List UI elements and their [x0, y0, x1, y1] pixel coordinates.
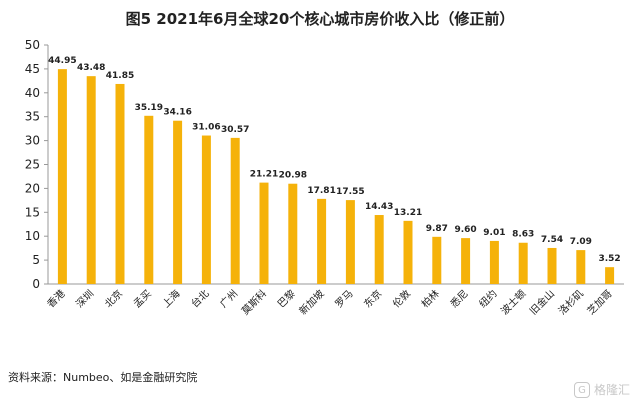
x-tick-label: 广州 — [218, 288, 241, 311]
data-label: 17.81 — [307, 186, 335, 196]
x-tick-label: 波士顿 — [498, 287, 528, 317]
data-label: 44.95 — [48, 56, 76, 66]
bar — [259, 182, 269, 284]
data-label: 8.63 — [512, 230, 534, 240]
bar — [547, 247, 557, 284]
x-tick-label: 罗马 — [333, 288, 356, 311]
data-label: 35.19 — [135, 103, 163, 113]
bar — [461, 238, 471, 284]
data-label: 41.85 — [106, 71, 134, 81]
y-tick-label: 15 — [25, 205, 40, 219]
data-label: 7.54 — [541, 235, 563, 245]
x-tick-label: 洛杉矶 — [556, 287, 586, 317]
data-label: 31.06 — [192, 123, 220, 133]
y-tick-label: 5 — [32, 253, 40, 267]
bar-chart: 0 5 10 15 20 25 30 35 40 45 50 44.95 香港 43.48 深圳 41.85 北… — [25, 38, 624, 317]
bar — [489, 240, 499, 284]
data-label: 13.21 — [394, 208, 422, 218]
x-tick-label: 台北 — [188, 287, 211, 310]
data-label: 20.98 — [279, 171, 307, 181]
data-label: 9.60 — [454, 225, 476, 235]
bar — [201, 135, 211, 284]
x-tick-label: 悉尼 — [448, 288, 471, 311]
x-tick-label: 新加坡 — [296, 287, 326, 317]
x-tick-label: 芝加哥 — [584, 287, 614, 317]
y-tick-label: 40 — [25, 86, 40, 100]
y-tick-label: 45 — [25, 62, 40, 76]
x-tick-label: 伦敦 — [390, 287, 413, 310]
bar — [403, 220, 413, 284]
bar — [345, 200, 355, 284]
bar — [288, 183, 298, 284]
bar — [317, 198, 327, 284]
y-tick-label: 30 — [25, 134, 40, 148]
data-label: 14.43 — [365, 202, 393, 212]
x-tick-label: 香港 — [45, 288, 68, 311]
x-tick-label: 莫斯科 — [239, 287, 269, 317]
x-tick-label: 旧金山 — [527, 287, 557, 317]
bar — [115, 83, 125, 284]
bar — [173, 120, 183, 284]
y-tick-label: 50 — [25, 38, 40, 52]
y-tick-label: 35 — [25, 110, 40, 124]
x-tick-label: 巴黎 — [275, 287, 298, 310]
bar — [576, 250, 586, 284]
chart-title: 图5 2021年6月全球20个核心城市房价收入比（修正前） — [125, 10, 515, 28]
source-note: 资料来源：Numbeo、如是金融研究院 — [8, 371, 198, 384]
bar — [230, 137, 240, 284]
data-label: 7.09 — [570, 237, 592, 247]
bar — [432, 236, 442, 284]
bar — [605, 267, 615, 284]
bar — [86, 76, 96, 284]
data-label: 17.55 — [336, 187, 364, 197]
y-tick-label: 25 — [25, 158, 40, 172]
bar — [144, 115, 154, 284]
y-tick-label: 10 — [25, 229, 40, 243]
x-tick-label: 孟买 — [131, 288, 154, 311]
bar — [518, 242, 528, 284]
bar — [57, 69, 67, 284]
data-label: 34.16 — [163, 108, 191, 118]
watermark-logo-icon: G — [573, 381, 590, 398]
data-label: 43.48 — [77, 63, 105, 73]
x-tick-label: 北京 — [102, 287, 125, 310]
watermark: G 格隆汇 — [573, 381, 630, 398]
data-label: 9.87 — [426, 224, 448, 234]
x-tick-label: 柏林 — [419, 287, 442, 310]
y-tick-label: 20 — [25, 181, 40, 195]
watermark-text: 格隆汇 — [593, 383, 630, 397]
bar — [374, 215, 384, 284]
data-label: 9.01 — [483, 228, 505, 238]
data-label: 3.52 — [598, 254, 620, 264]
x-tick-label: 深圳 — [74, 288, 97, 311]
data-label: 21.21 — [250, 170, 278, 180]
data-label: 30.57 — [221, 125, 249, 135]
x-tick-label: 东京 — [361, 287, 384, 310]
x-tick-label: 上海 — [159, 287, 182, 310]
y-tick-label: 0 — [32, 277, 40, 291]
x-tick-label: 纽约 — [476, 287, 499, 310]
